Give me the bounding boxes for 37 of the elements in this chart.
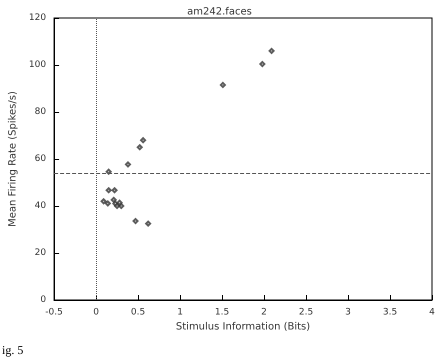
- y-tick-label: 80: [34, 107, 46, 117]
- point: [106, 168, 112, 175]
- text: ig. 5: [2, 343, 24, 357]
- point: [259, 61, 266, 68]
- point: [132, 218, 139, 224]
- point: [104, 200, 111, 206]
- point: [136, 144, 143, 150]
- x-tick-label: 4: [429, 308, 436, 318]
- x-tick-label: 0: [93, 308, 100, 318]
- chart-title: am242.faces: [187, 6, 252, 18]
- x-tick-label: 3: [345, 308, 351, 318]
- point: [118, 203, 124, 209]
- x-axis-title: Stimulus Information (Bits): [176, 322, 310, 332]
- x-tick-label: 3.5: [382, 308, 398, 318]
- point: [124, 161, 131, 168]
- x-tick-label: 1.5: [214, 308, 230, 318]
- y-axis-title: Mean Firing Rate (Spikes/s): [8, 91, 18, 227]
- x-tick-label: -0.5: [45, 308, 63, 318]
- point: [268, 48, 275, 54]
- x-tick-label: 1: [177, 308, 183, 318]
- y-tick-label: 100: [28, 60, 46, 70]
- y-tick-label: 60: [34, 154, 46, 164]
- y-tick-label: 20: [34, 248, 46, 258]
- point: [110, 196, 117, 203]
- point: [145, 220, 152, 227]
- point: [100, 198, 107, 204]
- y-tick-label: 40: [34, 201, 46, 211]
- point: [116, 200, 123, 206]
- y-tick-label: 0: [40, 295, 46, 305]
- x-tick-label: 0.5: [130, 308, 146, 318]
- point: [140, 137, 146, 144]
- point: [106, 187, 112, 194]
- y-tick-label: 120: [28, 13, 46, 23]
- point: [112, 187, 118, 194]
- point: [220, 82, 226, 88]
- x-tick-label: 2: [261, 308, 267, 318]
- x-tick-label: 2.5: [298, 308, 314, 318]
